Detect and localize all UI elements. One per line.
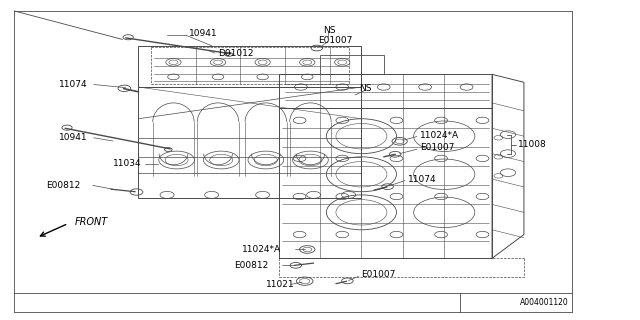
Text: 11034: 11034	[113, 159, 141, 168]
Text: 10941: 10941	[189, 28, 218, 38]
Text: 11074: 11074	[408, 174, 436, 184]
Text: 11008: 11008	[518, 140, 547, 149]
Text: 11024*A: 11024*A	[242, 245, 281, 254]
Text: E01007: E01007	[420, 143, 454, 152]
Text: NS: NS	[323, 26, 336, 35]
Text: E00812: E00812	[234, 261, 268, 270]
Text: 10941: 10941	[59, 133, 88, 142]
Text: NS: NS	[360, 84, 372, 93]
Text: 11024*A: 11024*A	[420, 131, 459, 140]
Text: FRONT: FRONT	[75, 217, 108, 227]
Text: 11021: 11021	[266, 280, 294, 289]
Text: E01007: E01007	[362, 270, 396, 279]
Text: A004001120: A004001120	[520, 298, 568, 307]
Text: D01012: D01012	[218, 49, 253, 58]
Text: 11074: 11074	[59, 80, 88, 89]
Text: E00812: E00812	[46, 181, 80, 190]
Text: E01007: E01007	[318, 36, 353, 44]
